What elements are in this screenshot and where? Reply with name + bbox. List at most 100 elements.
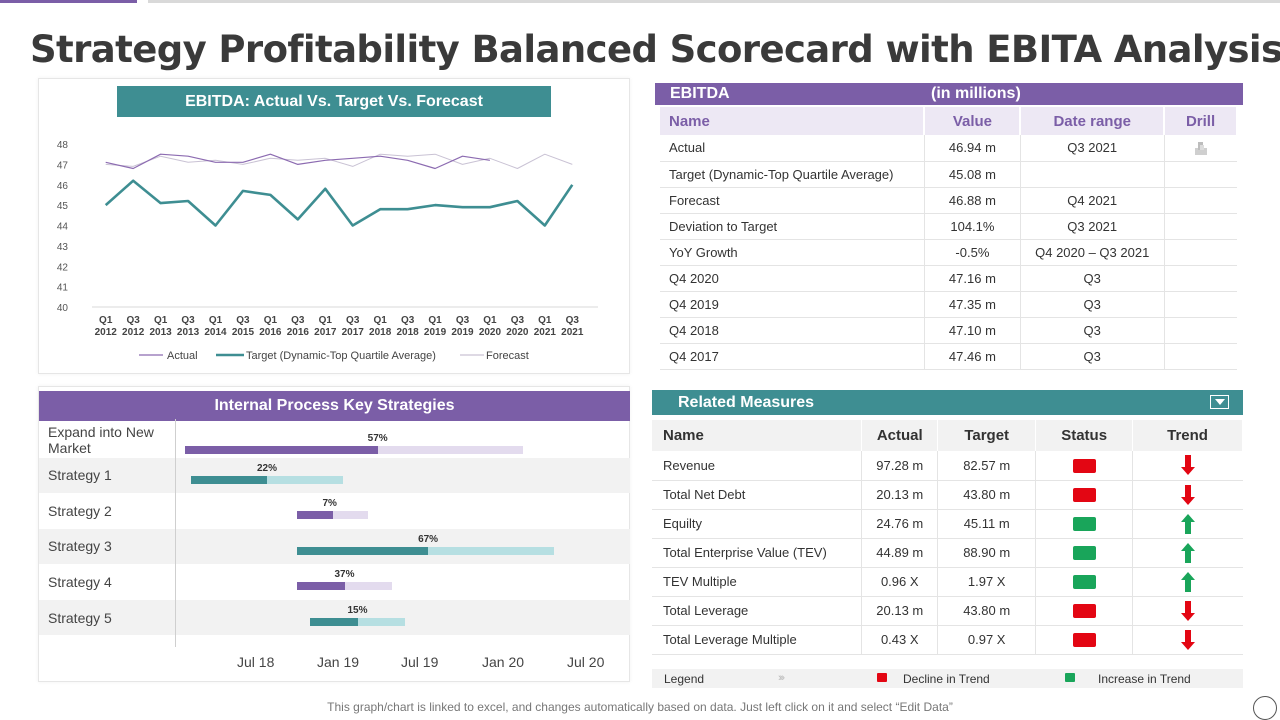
column-header-drill[interactable]: Drill [1164,107,1238,135]
ebitda-date-range: Q3 [1020,291,1165,318]
dropdown-toggle-icon[interactable] [1210,395,1229,409]
footer-note: This graph/chart is linked to excel, and… [327,700,953,714]
measure-row[interactable]: TEV Multiple 0.96 X 1.97 X [652,567,1243,597]
strategy-progress-fill [297,511,333,520]
strategy-label: Strategy 4 [48,573,112,590]
y-tick-label: 46 [57,181,69,192]
x-tick-label-year: 2014 [204,327,227,338]
strategy-progress-fill [297,546,429,555]
ebitda-row[interactable]: Deviation to Target 104.1% Q3 2021 [660,213,1237,240]
x-tick-label-year: 2017 [342,327,365,338]
strategy-row[interactable]: Expand into New Market 57% [39,422,630,457]
measure-name: Total Leverage Multiple [652,625,863,655]
trend-up-arrow-icon [1180,571,1195,592]
y-tick-label: 47 [57,160,69,171]
ebitda-date-range [1020,161,1165,188]
ebitda-drill-cell[interactable] [1164,239,1237,266]
x-tick-label-year: 2020 [479,327,502,338]
strategy-timeline-bar[interactable] [297,582,392,591]
column-header-value[interactable]: Value [924,107,1022,135]
column-header-name[interactable]: Name [652,420,863,451]
x-tick-label-quarter: Q1 [538,315,552,326]
strategy-timeline-bar[interactable] [297,511,368,520]
strategy-timeline-bar[interactable] [191,475,343,484]
measure-name: Total Enterprise Value (TEV) [652,538,863,568]
x-tick-label-quarter: Q1 [154,315,168,326]
ebitda-row[interactable]: Q4 2020 47.16 m Q3 [660,265,1237,292]
legend-chevrons-icon: ››› [778,672,785,684]
x-tick-label-year: 2015 [232,327,255,338]
ebitda-drill-cell[interactable] [1164,213,1237,240]
ebitda-drill-cell[interactable] [1164,161,1237,188]
ebitda-row[interactable]: Q4 2019 47.35 m Q3 [660,291,1237,318]
strategy-timeline-bar[interactable] [185,446,523,454]
strategy-progress-fill [185,446,378,454]
x-tick-label-year: 2013 [177,327,200,338]
ebitda-row[interactable]: Q4 2017 47.46 m Q3 [660,343,1237,370]
measure-actual: 20.13 m [861,596,939,626]
strategy-row[interactable]: Strategy 2 7% [39,493,630,528]
x-tick-label-year: 2021 [561,327,584,338]
measure-row[interactable]: Total Net Debt 20.13 m 43.80 m [652,480,1243,510]
column-header-name[interactable]: Name [660,107,926,135]
ebitda-table: Name Value Date range Drill Actual 46.94 … [660,107,1238,370]
strategy-row[interactable]: Strategy 4 37% [39,564,630,599]
decline-swatch [877,673,887,682]
strategy-timeline-bar[interactable] [310,618,405,626]
x-tick-label-quarter: Q3 [511,315,525,326]
ebitda-date-range: Q3 [1020,317,1165,344]
column-header-actual[interactable]: Actual [861,420,939,451]
strategy-row[interactable]: Strategy 3 67% [39,528,630,564]
ebitda-drill-cell[interactable] [1164,317,1237,344]
ebitda-drill-cell[interactable] [1164,135,1237,162]
measure-status-cell [1035,451,1134,481]
ebitda-row[interactable]: Forecast 46.88 m Q4 2021 [660,187,1237,214]
series-line-target[interactable] [104,179,574,227]
measure-row[interactable]: Revenue 97.28 m 82.57 m [652,451,1243,481]
strategy-label: Expand into New Market [48,423,154,456]
ebitda-date-range: Q4 2020 – Q3 2021 [1020,239,1165,266]
ebitda-drill-cell[interactable] [1164,187,1237,214]
strategy-label: Strategy 2 [48,502,112,519]
column-header-target[interactable]: Target [937,420,1037,451]
drill-down-icon[interactable] [1193,140,1209,156]
column-header-trend[interactable]: Trend [1132,420,1243,451]
column-header-status[interactable]: Status [1035,420,1134,451]
strategy-row[interactable]: Strategy 5 15% [39,600,630,635]
ebitda-table-panel: EBITDA (in millions) Name Value Date ran… [652,78,1244,374]
series-line-actual[interactable] [105,153,490,170]
measure-row[interactable]: Equilty 24.76 m 45.11 m [652,509,1243,539]
ebitda-row[interactable]: Q4 2018 47.10 m Q3 [660,317,1237,344]
timeline-axis-label: Jul 20 [567,654,605,670]
legend-entry: Target (Dynamic-Top Quartile Average) [246,350,436,362]
strategy-progress-fill [297,582,345,591]
ebitda-drill-cell[interactable] [1164,265,1237,292]
ebitda-drill-cell[interactable] [1164,291,1237,318]
status-indicator [1072,517,1096,532]
series-line-forecast[interactable] [105,153,573,169]
timeline-axis-label: Jan 19 [317,654,360,670]
measure-status-cell [1035,596,1134,626]
measure-actual: 44.89 m [861,538,939,568]
ebitda-row[interactable]: YoY Growth -0.5% Q4 2020 – Q3 2021 [660,239,1237,266]
ebitda-row[interactable]: Target (Dynamic-Top Quartile Average) 45.… [660,161,1237,188]
strategy-timeline-bar[interactable] [297,546,554,555]
legend-entry: Actual [167,350,198,362]
strategy-percent: 67% [418,533,439,545]
measure-row[interactable]: Total Leverage Multiple 0.43 X 0.97 X [652,625,1243,655]
measure-row[interactable]: Total Enterprise Value (TEV) 44.89 m 88.90… [652,538,1243,568]
ebitda-line-chart[interactable]: 404142434445464748Q12012Q32012Q12013Q320… [39,79,631,375]
top-divider-line [148,0,1280,3]
ebitda-name: Deviation to Target [660,213,925,240]
strategy-row[interactable]: Strategy 1 22% [39,457,630,493]
chart-title: EBITDA: Actual Vs. Target Vs. Forecast [117,86,551,117]
ebitda-drill-cell[interactable] [1164,343,1237,370]
status-indicator [1072,604,1096,619]
y-tick-label: 40 [57,303,69,314]
measure-row[interactable]: Total Leverage 20.13 m 43.80 m [652,596,1243,626]
column-header-date-range[interactable]: Date range [1020,107,1166,135]
legend-increase-label: Increase in Trend [1098,672,1191,686]
ebitda-value: 47.10 m [924,317,1021,344]
ebitda-value: 47.16 m [924,265,1021,292]
ebitda-row[interactable]: Actual 46.94 m Q3 2021 [660,135,1237,162]
